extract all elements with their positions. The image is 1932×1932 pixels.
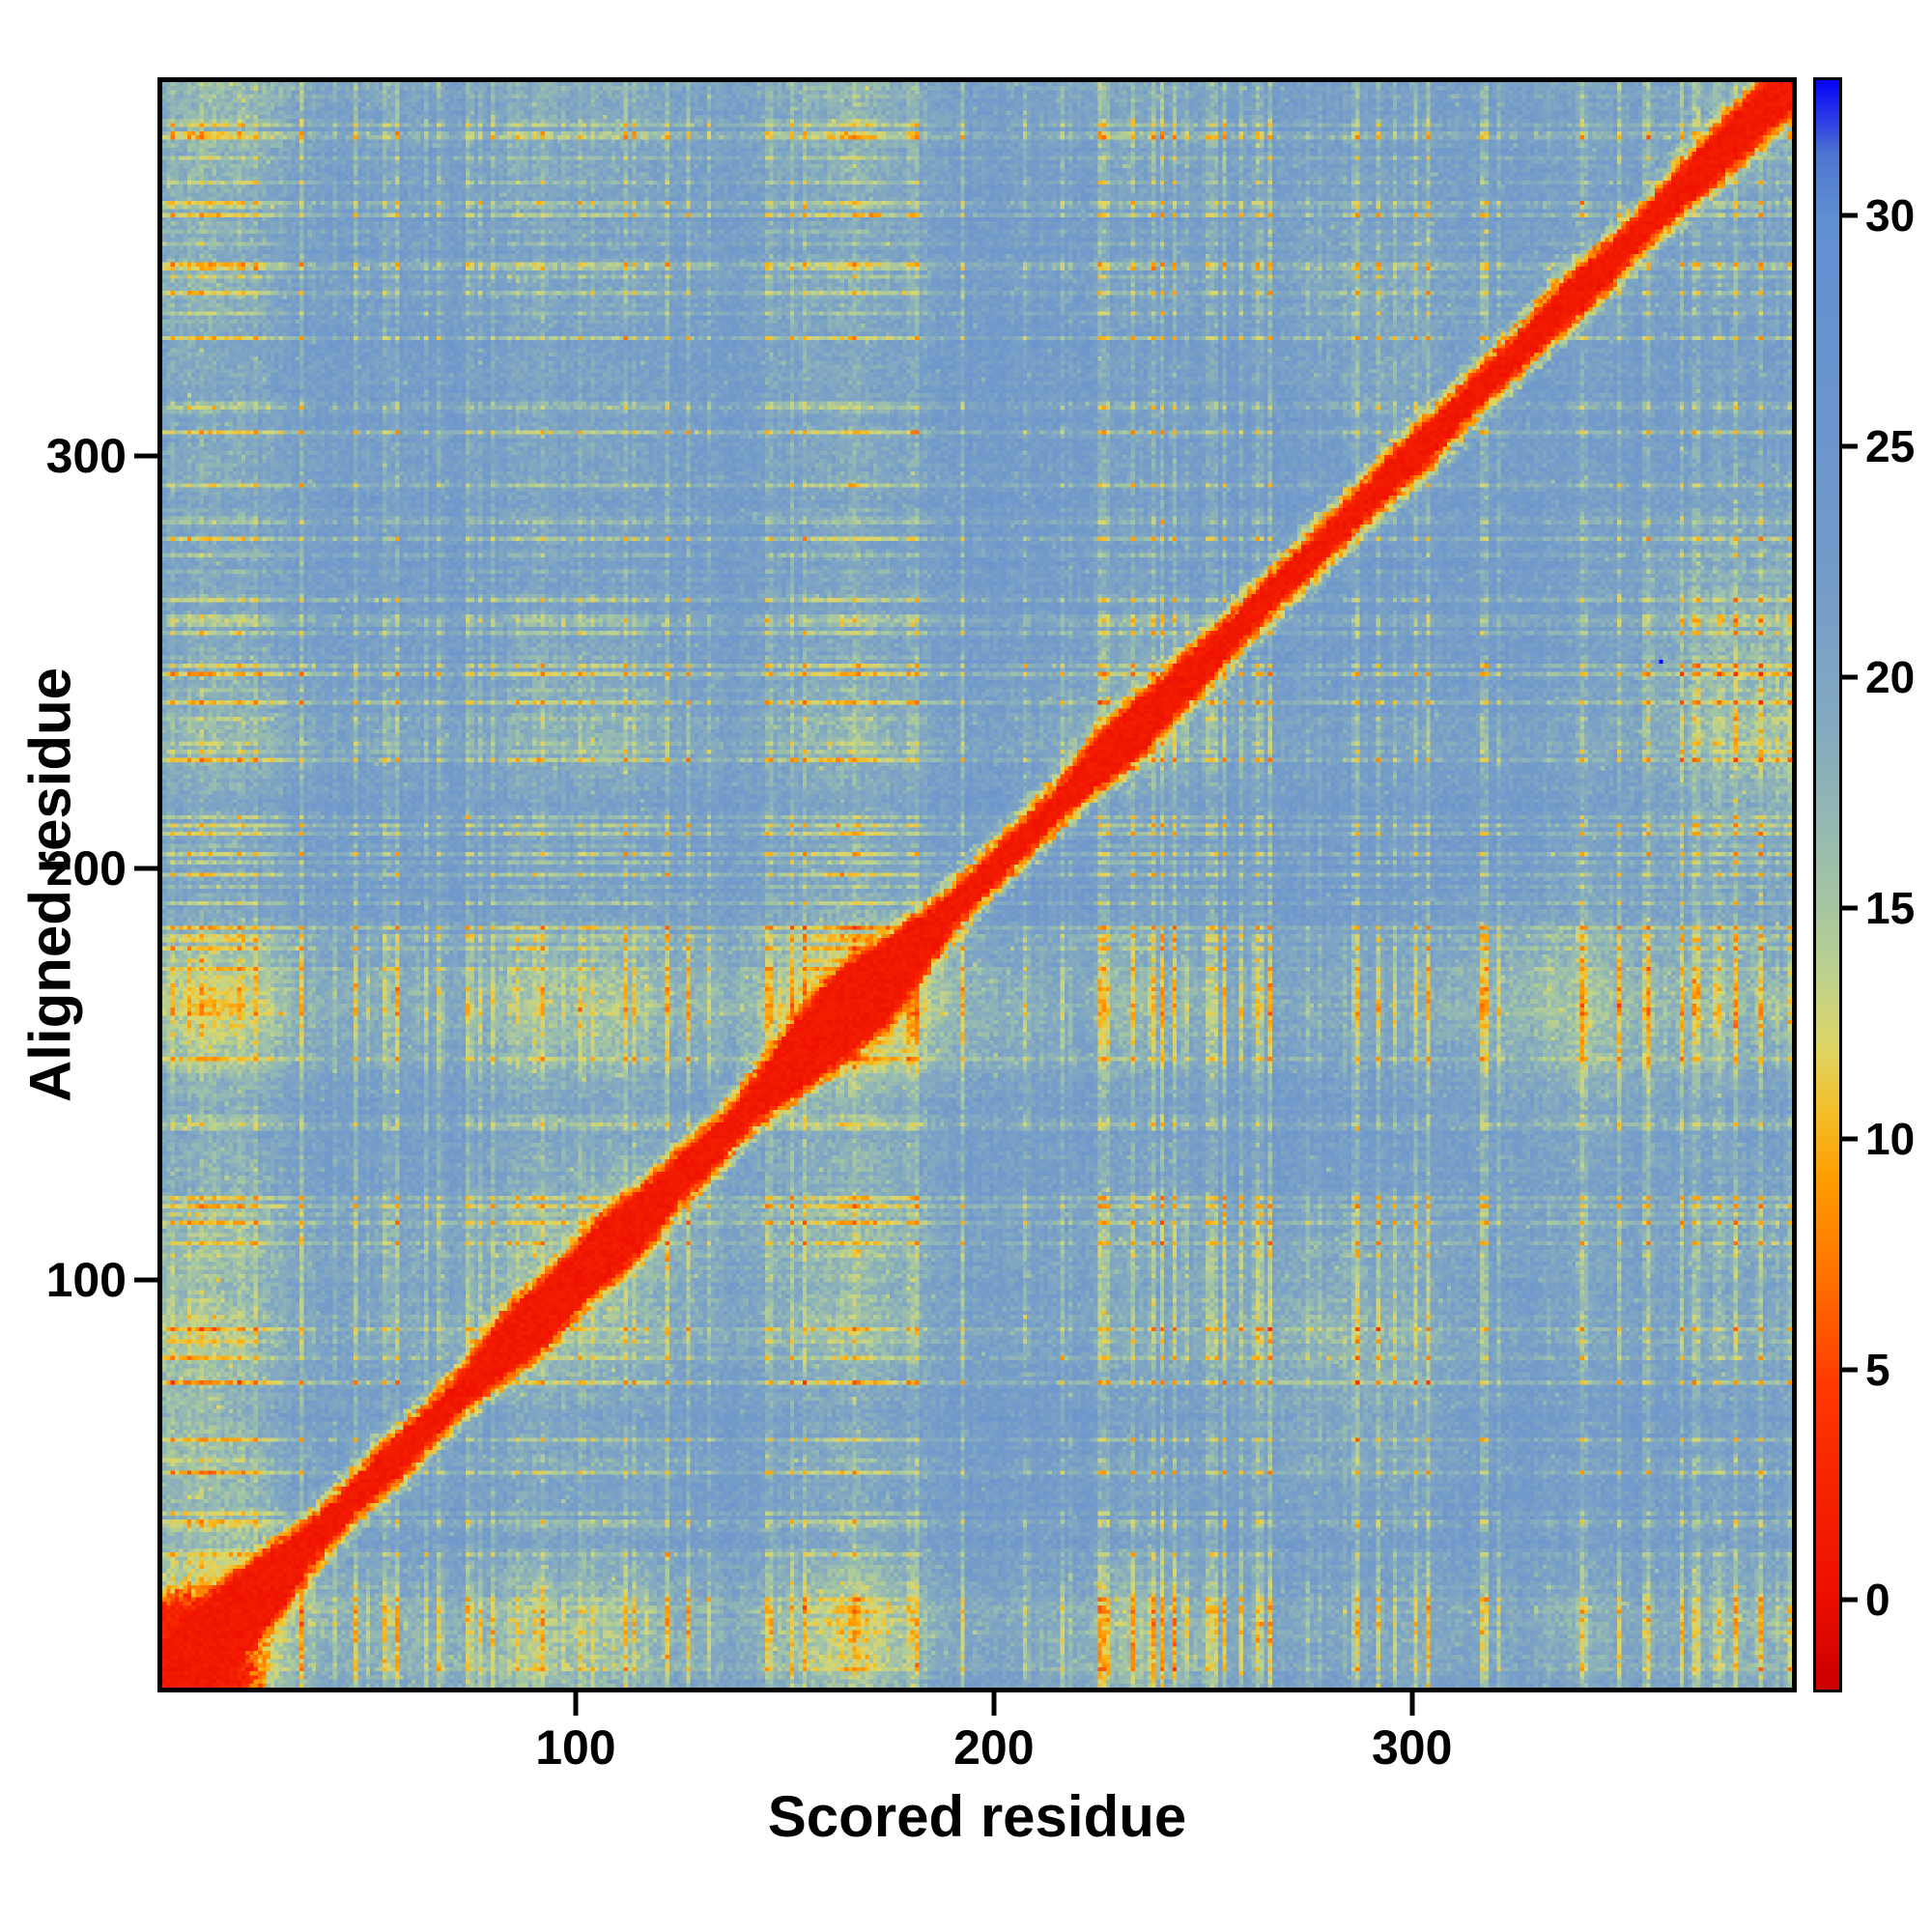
y-tick-label: 100: [45, 1253, 127, 1308]
colorbar-tick-label: 25: [1865, 421, 1916, 472]
x-tick: [573, 1692, 579, 1716]
colorbar-tick-label: 20: [1865, 652, 1916, 703]
colorbar-tick-label: 15: [1865, 882, 1916, 933]
y-tick: [134, 1277, 157, 1283]
colorbar-tick-label: 10: [1865, 1113, 1916, 1164]
heatmap-plot-area: [157, 77, 1797, 1692]
x-tick-label: 100: [535, 1720, 616, 1775]
colorbar-tick: [1842, 1597, 1858, 1603]
x-axis-label: Scored residue: [767, 1784, 1187, 1849]
x-tick-label: 300: [1372, 1720, 1453, 1775]
colorbar-tick: [1842, 905, 1858, 911]
heatmap-canvas: [162, 82, 1792, 1688]
y-tick: [134, 453, 157, 459]
colorbar-tick-label: 30: [1865, 190, 1916, 242]
colorbar-tick: [1842, 443, 1858, 449]
y-tick: [134, 866, 157, 871]
colorbar-tick: [1842, 674, 1858, 680]
x-tick-label: 200: [953, 1720, 1035, 1775]
colorbar-tick: [1842, 1367, 1858, 1373]
y-tick-label: 200: [45, 840, 127, 895]
y-tick-label: 300: [45, 429, 127, 484]
colorbar: [1813, 77, 1842, 1692]
colorbar-tick-label: 5: [1865, 1344, 1890, 1395]
colorbar-tick: [1842, 1136, 1858, 1142]
colorbar-canvas: [1816, 80, 1839, 1690]
x-tick: [1409, 1692, 1415, 1716]
colorbar-tick-label: 0: [1865, 1575, 1890, 1626]
x-tick: [991, 1692, 997, 1716]
colorbar-tick: [1842, 213, 1858, 218]
